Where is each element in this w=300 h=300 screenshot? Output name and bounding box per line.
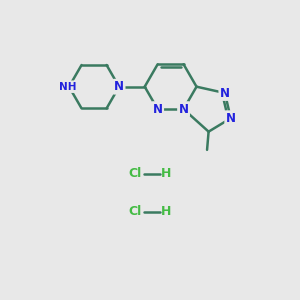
Text: Cl: Cl — [129, 167, 142, 180]
Text: H: H — [161, 167, 171, 180]
Text: N: N — [220, 86, 230, 100]
Text: H: H — [161, 205, 171, 218]
Text: Cl: Cl — [129, 205, 142, 218]
Text: N: N — [226, 112, 236, 125]
Text: N: N — [153, 103, 163, 116]
Text: N: N — [114, 80, 124, 93]
Text: NH: NH — [59, 82, 76, 92]
Text: N: N — [178, 103, 189, 116]
